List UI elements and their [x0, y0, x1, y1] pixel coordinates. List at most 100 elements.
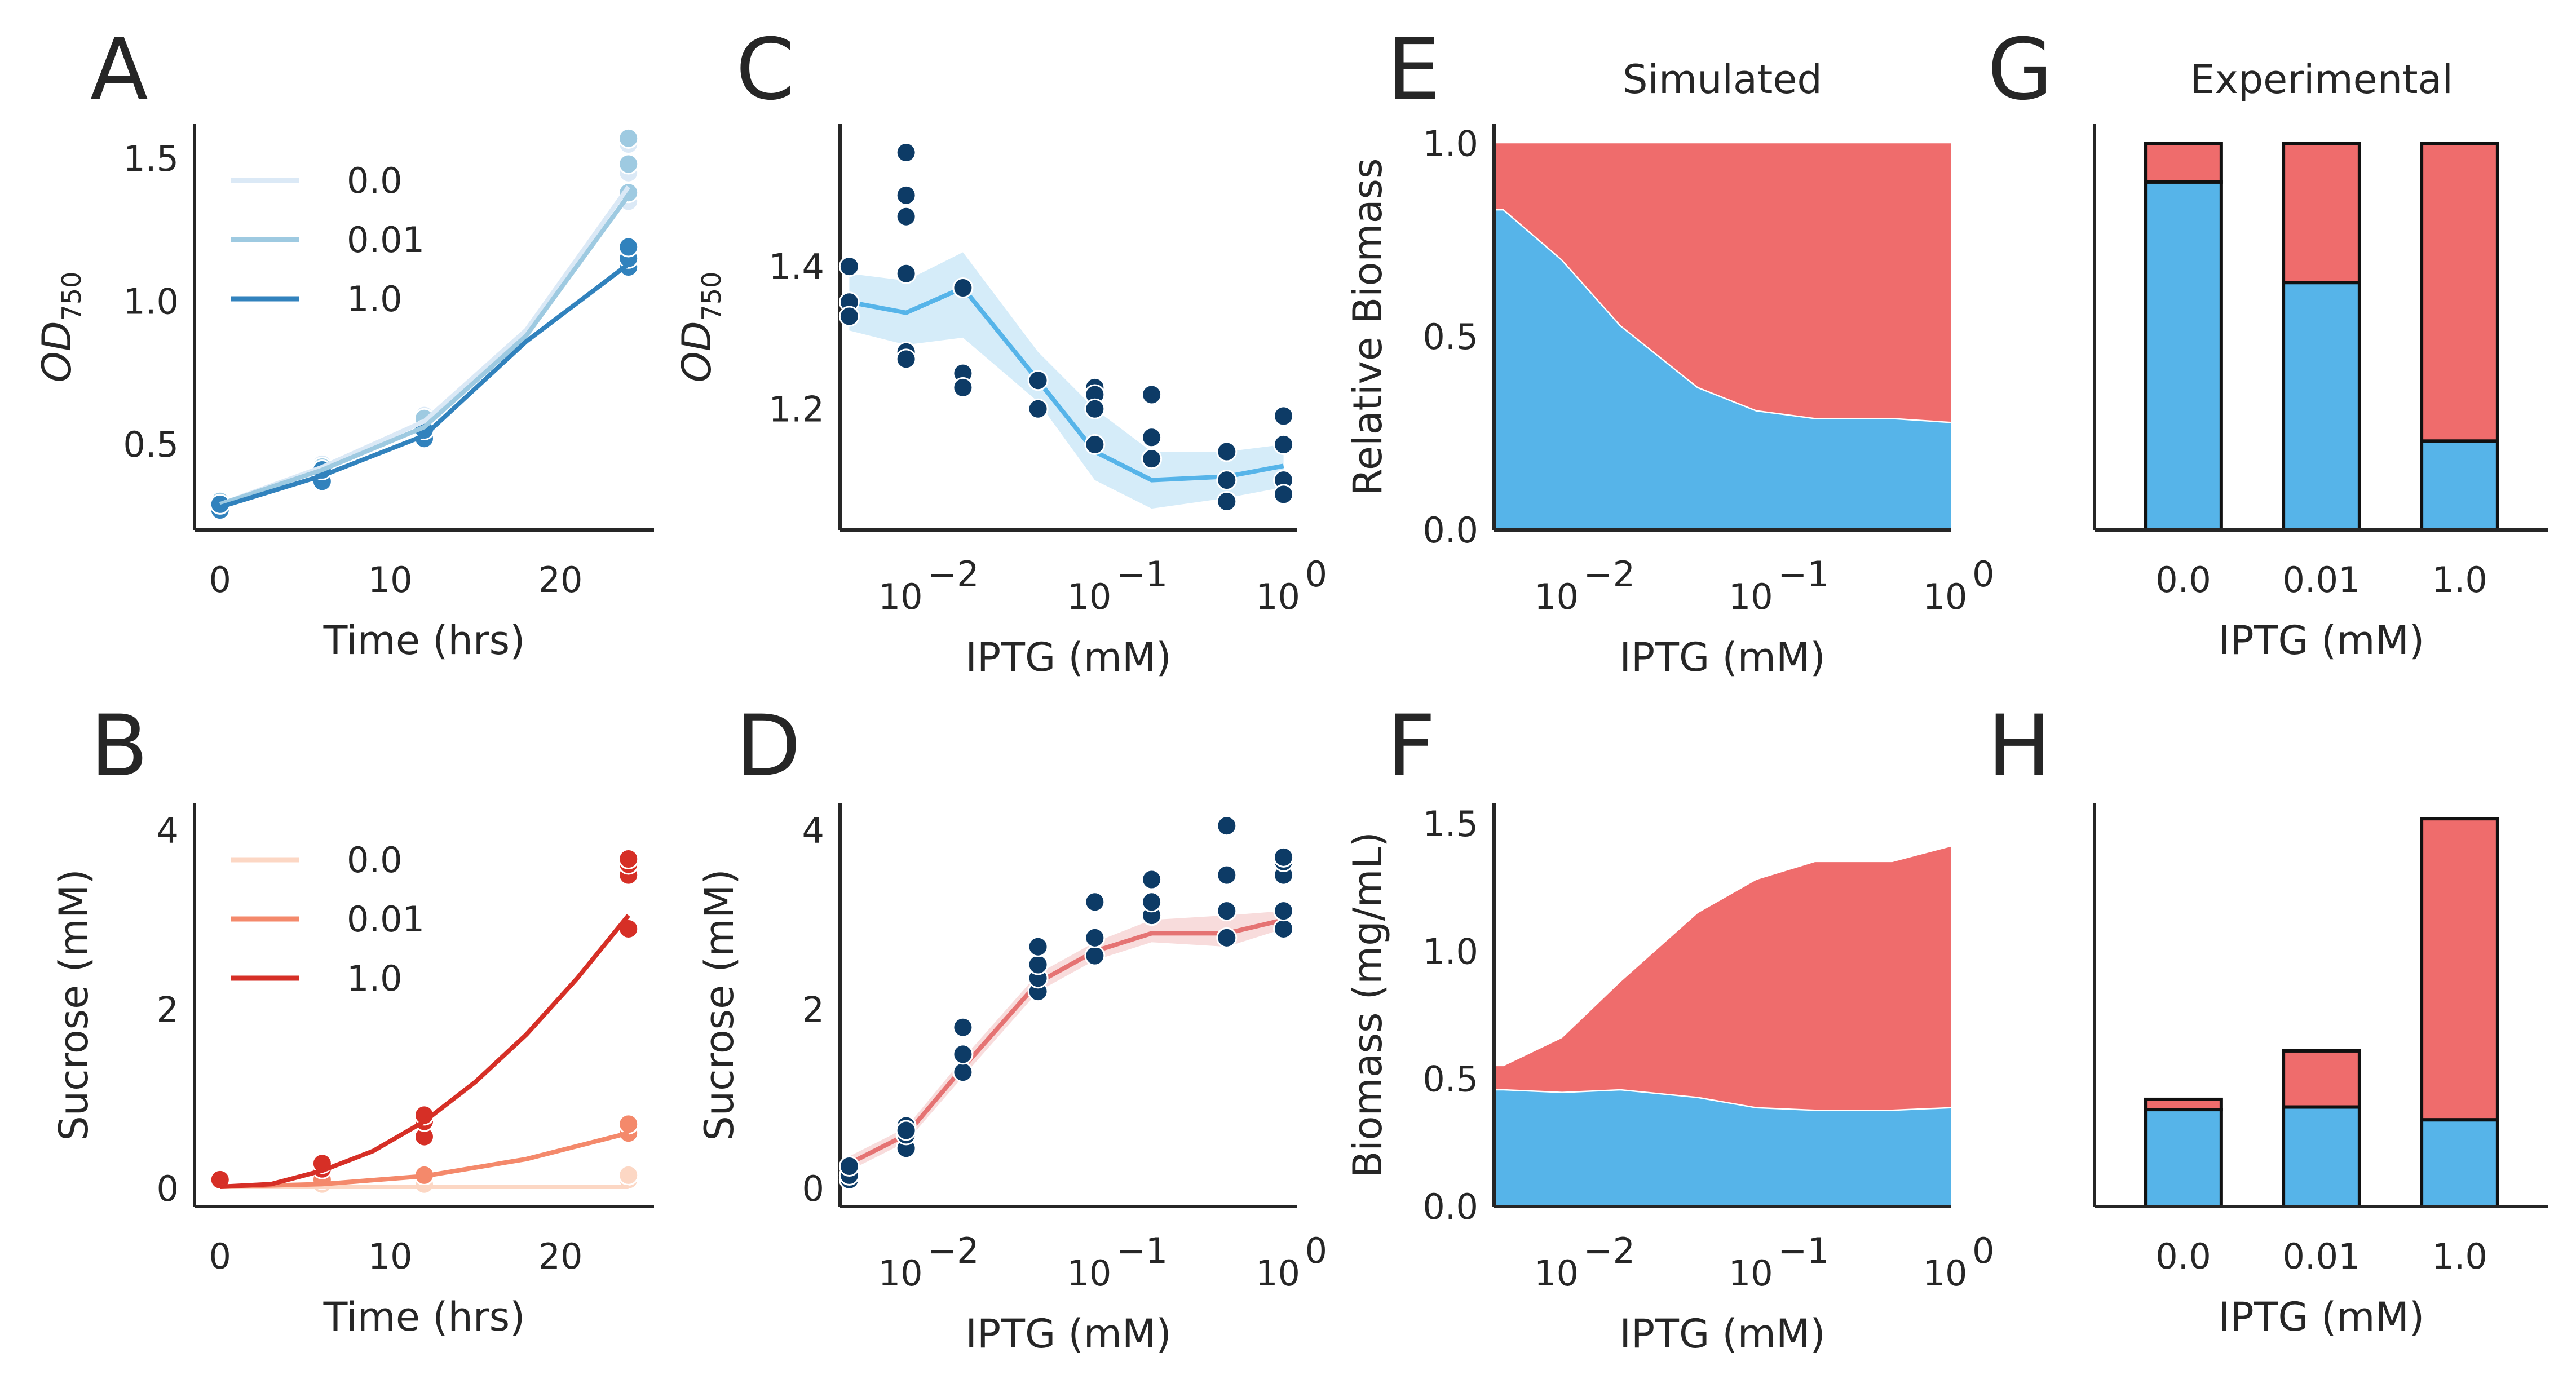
area-series-1 [1495, 143, 1951, 422]
x-tick-label: 0.0 [2155, 559, 2211, 600]
bar-segment-1 [2282, 142, 2361, 285]
data-point [1273, 918, 1294, 939]
data-point [1273, 900, 1294, 922]
x-tick-label: 0 [209, 559, 231, 600]
y-tick-label: 4 [802, 810, 824, 851]
data-point [838, 1156, 860, 1177]
bar-segment-0 [2282, 281, 2361, 532]
legend-label: 0.0 [347, 839, 403, 881]
data-point [895, 142, 917, 163]
y-tick-label: 0.0 [1422, 1186, 1478, 1227]
data-point [1141, 891, 1163, 913]
y-axis-label: Sucrose (mM) [51, 869, 97, 1141]
bar-segment-0 [2144, 180, 2223, 532]
y-tick-label: 4 [157, 810, 179, 851]
data-point [1027, 398, 1049, 419]
data-point [618, 1113, 639, 1135]
y-tick-label: 0 [802, 1168, 824, 1209]
confidence-band [849, 911, 1284, 1171]
x-tick-label: 10 [1256, 576, 1300, 617]
panel-letter-c: C [736, 21, 795, 119]
data-point [1273, 484, 1294, 505]
y-tick-label: 1.4 [768, 246, 824, 288]
bar-segment-0 [2420, 439, 2499, 532]
y-axis-label-subscript: 750 [56, 272, 87, 321]
data-point [1216, 864, 1238, 886]
x-tick-exponent: −1 [1778, 1230, 1829, 1271]
x-axis-label: Time (hrs) [323, 617, 525, 664]
data-point [1216, 441, 1238, 462]
panel-letter-a: A [90, 21, 148, 119]
x-tick-label: 0.0 [2155, 1236, 2211, 1277]
panel-letter-b: B [90, 697, 148, 796]
area-series-1 [1495, 846, 1951, 1110]
x-tick-exponent: 0 [1972, 1230, 1994, 1271]
y-tick-label: 0 [157, 1168, 179, 1209]
y-tick-label: 2 [157, 989, 179, 1030]
data-point [1273, 405, 1294, 427]
data-point [618, 1164, 639, 1186]
data-point [618, 153, 639, 175]
panel-letter-h: H [1987, 697, 2051, 796]
x-tick-exponent: −1 [1778, 554, 1829, 595]
bar-segment-1 [2144, 142, 2223, 184]
bar-segment-1 [2420, 817, 2499, 1122]
y-axis-label-main: OD [674, 321, 720, 382]
x-tick-exponent: 0 [1305, 1230, 1327, 1271]
data-point [952, 1044, 974, 1065]
panel-letter-g: G [1987, 21, 2053, 119]
data-point [1084, 891, 1106, 913]
bar-segment-0 [2144, 1108, 2223, 1208]
data-point [952, 1017, 974, 1038]
y-axis-label-main: OD [34, 321, 80, 382]
x-tick-label: 10 [878, 576, 923, 617]
x-tick-label: 20 [538, 559, 583, 600]
data-point [895, 263, 917, 284]
x-axis-label: IPTG (mM) [965, 1311, 1171, 1357]
x-tick-exponent: −2 [1584, 1230, 1635, 1271]
data-point [1273, 846, 1294, 868]
x-tick-exponent: −2 [1584, 554, 1635, 595]
data-point [1141, 869, 1163, 890]
x-tick-label: 10 [1534, 576, 1579, 617]
y-tick-label: 1.5 [123, 138, 179, 179]
data-point [1084, 398, 1106, 419]
panel-letter-e: E [1387, 21, 1441, 119]
y-axis-label-subscript: 750 [696, 272, 727, 321]
series-line [220, 914, 630, 1189]
bar-segment-0 [2282, 1105, 2361, 1209]
data-point [1141, 384, 1163, 405]
series-line [220, 1130, 629, 1189]
data-point [1084, 927, 1106, 948]
y-axis-label: OD750 [674, 272, 727, 383]
data-point [618, 849, 639, 870]
y-tick-label: 0.5 [123, 424, 179, 465]
x-tick-label: 10 [878, 1253, 923, 1294]
y-axis-label: Biomass (mg/mL) [1345, 832, 1391, 1178]
x-tick-exponent: 0 [1972, 554, 1994, 595]
data-point [838, 256, 860, 277]
x-axis-label: IPTG (mM) [1619, 634, 1825, 680]
y-tick-label: 1.0 [1422, 123, 1478, 164]
data-point [1027, 954, 1049, 975]
x-tick-exponent: −1 [1116, 1230, 1168, 1271]
x-tick-label: 10 [1923, 1253, 1968, 1294]
x-tick-label: 1.0 [2432, 559, 2487, 600]
panel-b: 0 2 4 0 10 20 Time (hrs) Sucrose (mM) 0.0 0.01 1.0 [51, 803, 654, 1340]
data-point [1216, 900, 1238, 922]
x-axis-label: Time (hrs) [323, 1294, 525, 1340]
y-tick-label: 0.5 [1422, 316, 1478, 357]
bar-segment-1 [2144, 1097, 2223, 1112]
legend-label: 0.01 [347, 899, 425, 940]
x-tick-label: 10 [1729, 1253, 1773, 1294]
confidence-band [849, 252, 1284, 509]
x-tick-label: 20 [538, 1236, 583, 1277]
x-tick-label: 10 [368, 559, 413, 600]
x-axis-label: IPTG (mM) [2219, 617, 2424, 664]
legend-label: 1.0 [347, 279, 403, 320]
panel-letter-d: D [736, 697, 801, 796]
x-tick-label: 0.01 [2282, 559, 2360, 600]
data-point [895, 206, 917, 227]
